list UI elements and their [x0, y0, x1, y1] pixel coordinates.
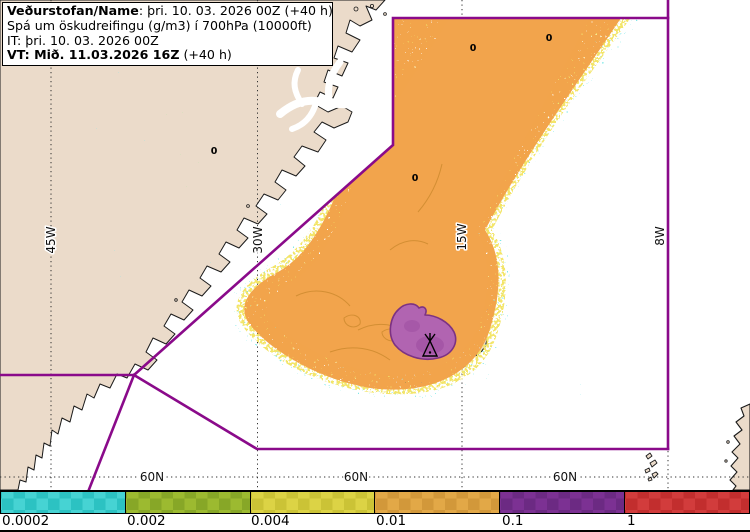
colorbar-tick-labels: 0.0002 0.002 0.004 0.01 0.1 1: [0, 513, 750, 529]
ash-plume: [230, 18, 645, 400]
colorbar-tick: 0.002: [127, 513, 166, 529]
info-line-itime: IT: þri. 10. 03. 2026 00Z: [7, 32, 159, 48]
forecast-map-svg: 0 0 0 0 45W 30W 15W 8W 60N 60N 60N: [0, 0, 750, 490]
colorbar-tick: 0.0002: [2, 513, 50, 529]
bottom-border: [0, 530, 750, 532]
colorbar-tick: 1: [627, 513, 636, 529]
colorbar-segment-orange: [375, 492, 501, 513]
colorbar: [0, 490, 750, 514]
colorbar-segment-olive: [125, 492, 251, 513]
zero-markers: 0 0 0 0: [211, 33, 553, 184]
zero-marker: 0: [470, 43, 477, 54]
forecast-info-box: Veðurstofan/Name: þri. 10. 03. 2026 00Z …: [2, 2, 333, 67]
volcano-icon: [421, 333, 439, 357]
fjord-system: [276, 58, 374, 132]
meridian-label-45w: 45W: [44, 226, 58, 253]
meridian-label-8w: 8W: [653, 226, 667, 246]
scotland-coast: [724, 403, 750, 490]
info-line-product: Spá um öskudreifingu (g/m3) í 700hPa (10…: [7, 17, 312, 33]
colorbar-segment-cyan: [1, 492, 126, 513]
meridian-label-15w: 15W: [455, 223, 469, 250]
parallel-label-60n: 60N: [140, 470, 164, 484]
trace-ash-speckles: [55, 50, 605, 425]
colorbar-segment-red: [625, 492, 749, 513]
colorbar-tick: 0.1: [502, 513, 524, 529]
concentration-scale: 0.0002 0.002 0.004 0.01 0.1 1: [0, 490, 750, 532]
colorbar-segment-purple: [500, 492, 626, 513]
info-line-issuer: Veðurstofan/Name: þri. 10. 03. 2026 00Z …: [7, 3, 333, 18]
meridian-label-30w: 30W: [251, 226, 265, 253]
colorbar-segment-yellow: [250, 492, 376, 513]
graticule-labels: 45W 30W 15W 8W 60N 60N 60N: [43, 222, 669, 486]
zero-marker: 0: [211, 146, 218, 157]
info-line-vtime: VT: Mið. 11.03.2026 16Z (+40 h): [7, 47, 232, 63]
parallel-label-60n: 60N: [553, 470, 577, 484]
ash-plume-core: [266, 18, 592, 376]
zero-marker: 0: [412, 173, 419, 184]
parallel-label-60n: 60N: [344, 470, 368, 484]
high-concentration-cell: [389, 303, 457, 361]
map-canvas: 0 0 0 0 45W 30W 15W 8W 60N 60N 60N Veður…: [0, 0, 750, 490]
zero-marker: 0: [546, 33, 553, 44]
colorbar-tick: 0.01: [376, 513, 407, 529]
colorbar-tick: 0.004: [251, 513, 290, 529]
hazard-area-boundary: [0, 0, 670, 490]
